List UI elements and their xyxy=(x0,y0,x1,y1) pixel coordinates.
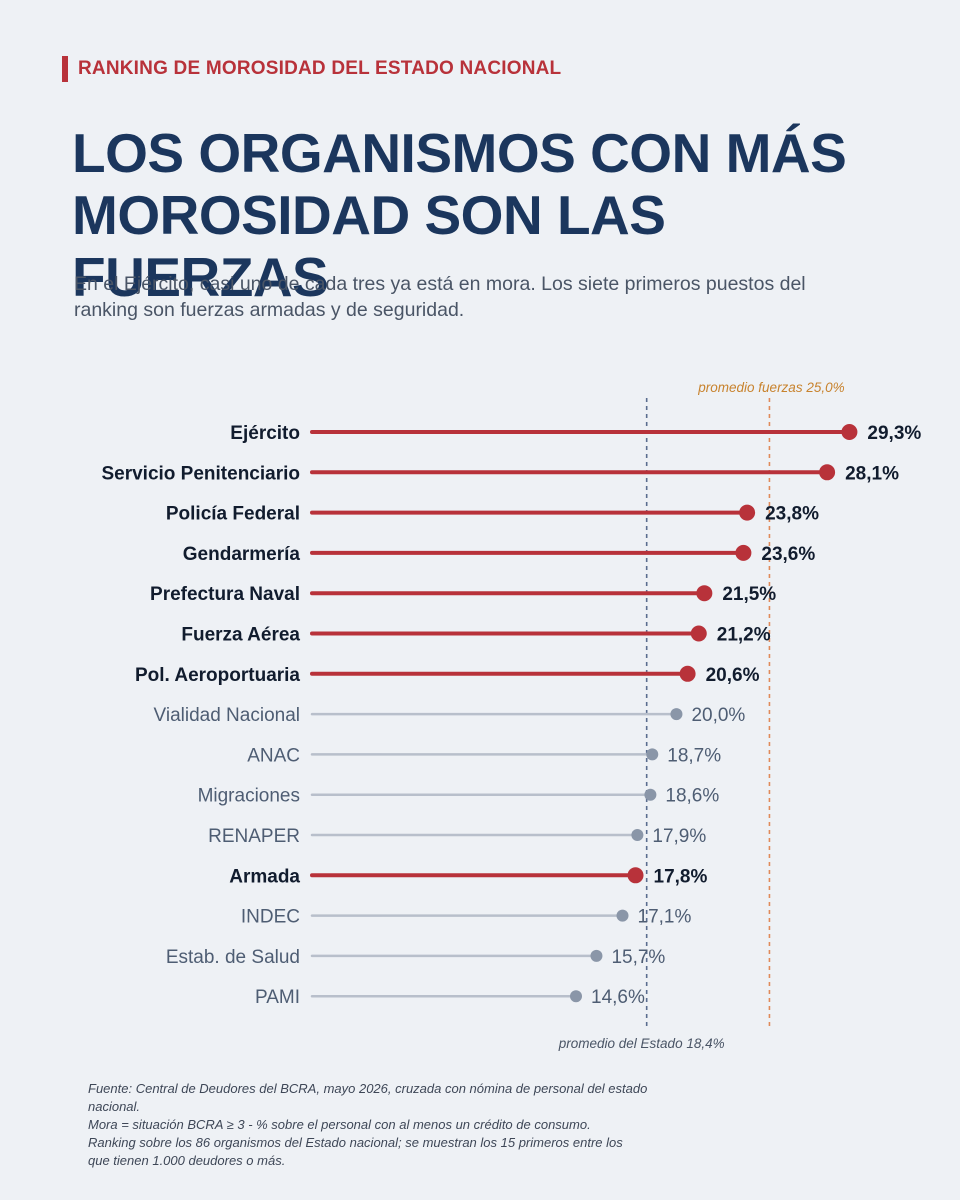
category-label: PAMI xyxy=(255,987,300,1008)
category-label: Vialidad Nacional xyxy=(154,705,300,726)
bar-dot xyxy=(690,625,707,642)
category-label: Pol. Aeroportuaria xyxy=(135,665,300,686)
value-label: 17,8% xyxy=(654,866,708,887)
bar-dot xyxy=(616,909,629,922)
value-label: 28,1% xyxy=(845,463,899,484)
reference-label-0: promedio del Estado 18,4% xyxy=(558,1036,725,1051)
category-label: ANAC xyxy=(247,745,300,766)
value-label: 21,2% xyxy=(717,625,771,646)
value-label: 17,1% xyxy=(638,907,692,928)
bar-dot xyxy=(627,867,644,884)
bar-dot xyxy=(696,585,713,602)
category-label: RENAPER xyxy=(208,826,300,847)
value-label: 14,6% xyxy=(591,987,645,1008)
category-label: Estab. de Salud xyxy=(166,947,300,968)
bar-dot xyxy=(679,665,696,682)
footnote-ranking: Ranking sobre los 86 organismos del Esta… xyxy=(88,1135,623,1168)
value-label: 29,3% xyxy=(867,423,921,444)
bar-dot xyxy=(644,788,657,801)
category-label: Armada xyxy=(229,866,300,887)
bar-dot xyxy=(631,829,644,841)
value-label: 23,6% xyxy=(761,544,815,565)
value-label: 20,0% xyxy=(691,705,745,726)
category-label: Migraciones xyxy=(198,786,300,807)
bar-dot xyxy=(739,504,756,521)
bar-dot xyxy=(670,708,683,721)
reference-label-1: promedio fuerzas 25,0% xyxy=(697,380,844,395)
bar-dot xyxy=(735,544,752,561)
page-title: LOS ORGANISMOS CON MÁS MOROSIDAD SON LAS… xyxy=(72,122,847,308)
category-label: Prefectura Naval xyxy=(150,584,300,605)
lollipop-chart: promedio del Estado 18,4% promedio fuerza… xyxy=(101,380,921,1051)
bar-dot xyxy=(819,464,836,481)
bar-dot xyxy=(841,424,858,440)
value-label: 18,6% xyxy=(665,786,719,807)
bar-dot xyxy=(590,949,603,962)
category-label: Ejército xyxy=(230,423,300,444)
footnote-definition: Mora = situación BCRA ≥ 3 - % sobre el p… xyxy=(88,1117,591,1132)
value-label: 20,6% xyxy=(706,665,760,686)
category-label: Gendarmería xyxy=(183,544,301,565)
value-label: 15,7% xyxy=(611,947,665,968)
page-subtitle: En el Ejército, casi uno de cada tres ya… xyxy=(74,273,806,321)
value-label: 18,7% xyxy=(667,745,721,766)
bar-dot xyxy=(570,990,582,1003)
category-label: Servicio Penitenciario xyxy=(101,463,300,484)
value-label: 23,8% xyxy=(765,504,819,525)
kicker-label: RANKING DE MOROSIDAD DEL ESTADO NACIONAL xyxy=(62,56,561,82)
category-label: Policía Federal xyxy=(166,504,300,525)
footnotes: Fuente: Central de Deudores del BCRA, ma… xyxy=(88,1080,648,1170)
value-label: 21,5% xyxy=(722,584,776,605)
category-label: INDEC xyxy=(241,907,300,928)
footnote-source: Fuente: Central de Deudores del BCRA, ma… xyxy=(88,1081,648,1114)
bar-dot xyxy=(646,748,659,761)
value-label: 17,9% xyxy=(652,826,706,847)
category-label: Fuerza Aérea xyxy=(181,625,300,646)
